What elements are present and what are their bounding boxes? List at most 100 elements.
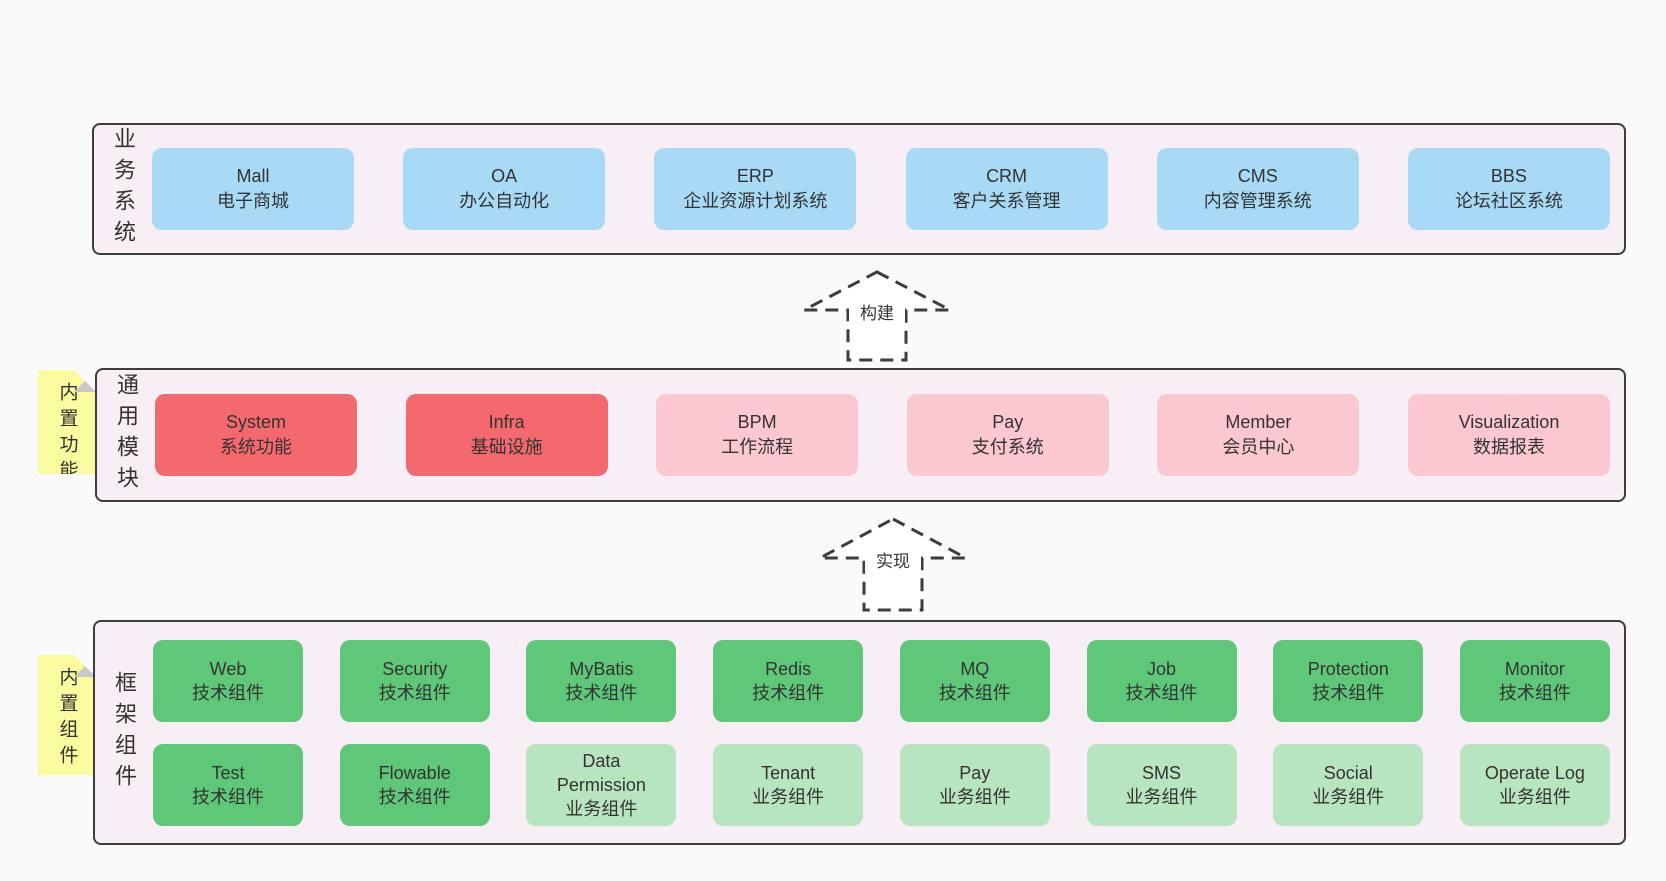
box-title: System xyxy=(225,412,286,432)
box-system: System 系统功能 xyxy=(155,394,357,476)
sticky-note-builtin-components: 内置组件 xyxy=(38,655,96,775)
box-title: MQ xyxy=(960,658,990,679)
box-title: Infra xyxy=(488,412,525,432)
box-subtitle: 业务组件 xyxy=(1125,786,1198,807)
box-infra: Infra 基础设施 xyxy=(405,394,608,476)
box-pay: Pay 业务组件 xyxy=(899,743,1050,826)
box-subtitle: 技术组件 xyxy=(378,682,451,703)
box-operate-log: Operate Log 业务组件 xyxy=(1459,743,1610,826)
box-title: Pay xyxy=(992,412,1024,432)
fold-corner-icon xyxy=(74,370,96,392)
box-title: Operate Log xyxy=(1484,762,1585,783)
box-subtitle: 技术组件 xyxy=(565,682,638,703)
box-visualization: Visualization 数据报表 xyxy=(1407,394,1610,476)
box-mq: MQ 技术组件 xyxy=(899,639,1050,722)
box-title: BBS xyxy=(1490,166,1527,186)
box-row: Mall 电子商城 OA 办公自动化 ERP 企业资源计划系统 CRM 客户关系管理 CMS 内容… xyxy=(152,148,1610,230)
box-subtitle: 企业资源计划系统 xyxy=(683,191,828,211)
box-member: Member 会员中心 xyxy=(1157,394,1360,476)
build-arrow-up-icon: 构建 xyxy=(803,270,951,362)
band-side-label: 业务系统 xyxy=(111,127,136,251)
box-title: Flowable xyxy=(378,762,451,783)
box-subtitle: 客户关系管理 xyxy=(952,191,1061,211)
box-subtitle: 业务组件 xyxy=(1312,786,1385,807)
box-monitor: Monitor 技术组件 xyxy=(1459,639,1610,722)
box-subtitle: 技术组件 xyxy=(938,682,1011,703)
box-subtitle: 业务组件 xyxy=(1498,786,1571,807)
box-redis: Redis 技术组件 xyxy=(713,639,864,722)
box-subtitle: 支付系统 xyxy=(971,437,1044,457)
box-cms: CMS 内容管理系统 xyxy=(1156,148,1359,230)
box-data-permission: Data Permission 业务组件 xyxy=(526,743,677,826)
band-side-label: 通用模块 xyxy=(114,373,139,497)
box-title: CRM xyxy=(986,166,1028,186)
box-title: SMS xyxy=(1142,762,1182,783)
box-subtitle: 电子商城 xyxy=(217,191,289,211)
box-subtitle: 系统功能 xyxy=(220,437,292,457)
box-title: Test xyxy=(211,762,245,783)
box-subtitle: 工作流程 xyxy=(721,437,794,457)
box-subtitle: 办公自动化 xyxy=(459,191,550,211)
implement-arrow-up-icon: 实现 xyxy=(819,517,967,612)
box-subtitle: 技术组件 xyxy=(752,682,825,703)
box-subtitle: 业务组件 xyxy=(938,786,1011,807)
box-web: Web 技术组件 xyxy=(153,639,303,722)
sticky-note-label: 内置功能 xyxy=(56,382,78,486)
box-title: Tenant xyxy=(761,762,816,783)
sticky-note-builtin-features: 内置功能 xyxy=(38,370,96,474)
box-subtitle: 技术组件 xyxy=(1312,682,1385,703)
box-title: ERP xyxy=(736,166,774,186)
box-pay: Pay 支付系统 xyxy=(906,394,1109,476)
box-bbs: BBS 论坛社区系统 xyxy=(1407,148,1610,230)
box-title: Redis xyxy=(765,658,812,679)
box-subtitle: 业务组件 xyxy=(752,786,825,807)
box-sms: SMS 业务组件 xyxy=(1086,743,1237,826)
box-title: Job xyxy=(1147,658,1177,679)
box-title: Monitor xyxy=(1504,658,1565,679)
box-title: Pay xyxy=(959,762,991,783)
box-title: CMS xyxy=(1237,166,1278,186)
arrow-label: 实现 xyxy=(876,552,910,571)
box-oa: OA 办公自动化 xyxy=(403,148,606,230)
box-title: Protection xyxy=(1307,658,1389,679)
box-title: OA xyxy=(491,166,518,186)
band-content: Mall 电子商城 OA 办公自动化 ERP 企业资源计划系统 CRM 客户关系管理 CMS 内容… xyxy=(152,148,1624,230)
arrow-label: 构建 xyxy=(860,304,894,323)
band-framework-components: 框架组件 Web 技术组件 Security 技术组件 MyBatis 技术组件 Redis… xyxy=(93,620,1626,845)
box-subtitle: 技术组件 xyxy=(1498,682,1571,703)
box-erp: ERP 企业资源计划系统 xyxy=(654,148,857,230)
box-mybatis: MyBatis 技术组件 xyxy=(526,639,677,722)
box-job: Job 技术组件 xyxy=(1086,639,1237,722)
box-title: Member xyxy=(1225,412,1292,432)
box-subtitle: 基础设施 xyxy=(470,437,543,457)
box-tenant: Tenant 业务组件 xyxy=(713,743,864,826)
box-row: Web 技术组件 Security 技术组件 MyBatis 技术组件 Redis 技术组件 M… xyxy=(153,639,1610,722)
band-common-modules: 通用模块 System 系统功能 Infra 基础设施 BPM 工作流程 Pay 支付系统 Me… xyxy=(95,368,1626,502)
box-row: Test 技术组件 Flowable 技术组件 Data Permission 业务组件 T… xyxy=(153,743,1610,826)
box-title: Security xyxy=(382,658,448,679)
box-row: System 系统功能 Infra 基础设施 BPM 工作流程 Pay 支付系统 Member 会… xyxy=(155,394,1610,476)
band-business-systems: 业务系统 Mall 电子商城 OA 办公自动化 ERP 企业资源计划系统 CRM 客户关系管理… xyxy=(92,123,1626,255)
box-bpm: BPM 工作流程 xyxy=(656,394,859,476)
box-title: Data Permission xyxy=(556,750,646,795)
box-subtitle: 技术组件 xyxy=(378,786,451,807)
box-title: Visualization xyxy=(1458,412,1560,432)
box-mall: Mall 电子商城 xyxy=(152,148,354,230)
box-crm: CRM 客户关系管理 xyxy=(905,148,1108,230)
box-subtitle: 技术组件 xyxy=(192,786,264,807)
sticky-note-label: 内置组件 xyxy=(56,667,78,771)
band-content: Web 技术组件 Security 技术组件 MyBatis 技术组件 Redis 技术组件 M… xyxy=(153,639,1624,826)
band-side-label: 框架组件 xyxy=(112,670,137,795)
box-title: Mall xyxy=(236,166,270,186)
box-subtitle: 内容管理系统 xyxy=(1203,191,1312,211)
box-subtitle: 数据报表 xyxy=(1472,437,1545,457)
box-subtitle: 技术组件 xyxy=(192,682,264,703)
box-subtitle: 论坛社区系统 xyxy=(1454,191,1563,211)
box-test: Test 技术组件 xyxy=(153,743,303,826)
box-subtitle: 会员中心 xyxy=(1222,437,1295,457)
box-subtitle: 业务组件 xyxy=(565,798,638,819)
box-flowable: Flowable 技术组件 xyxy=(339,743,490,826)
box-title: Web xyxy=(209,658,247,679)
box-title: BPM xyxy=(737,412,777,432)
